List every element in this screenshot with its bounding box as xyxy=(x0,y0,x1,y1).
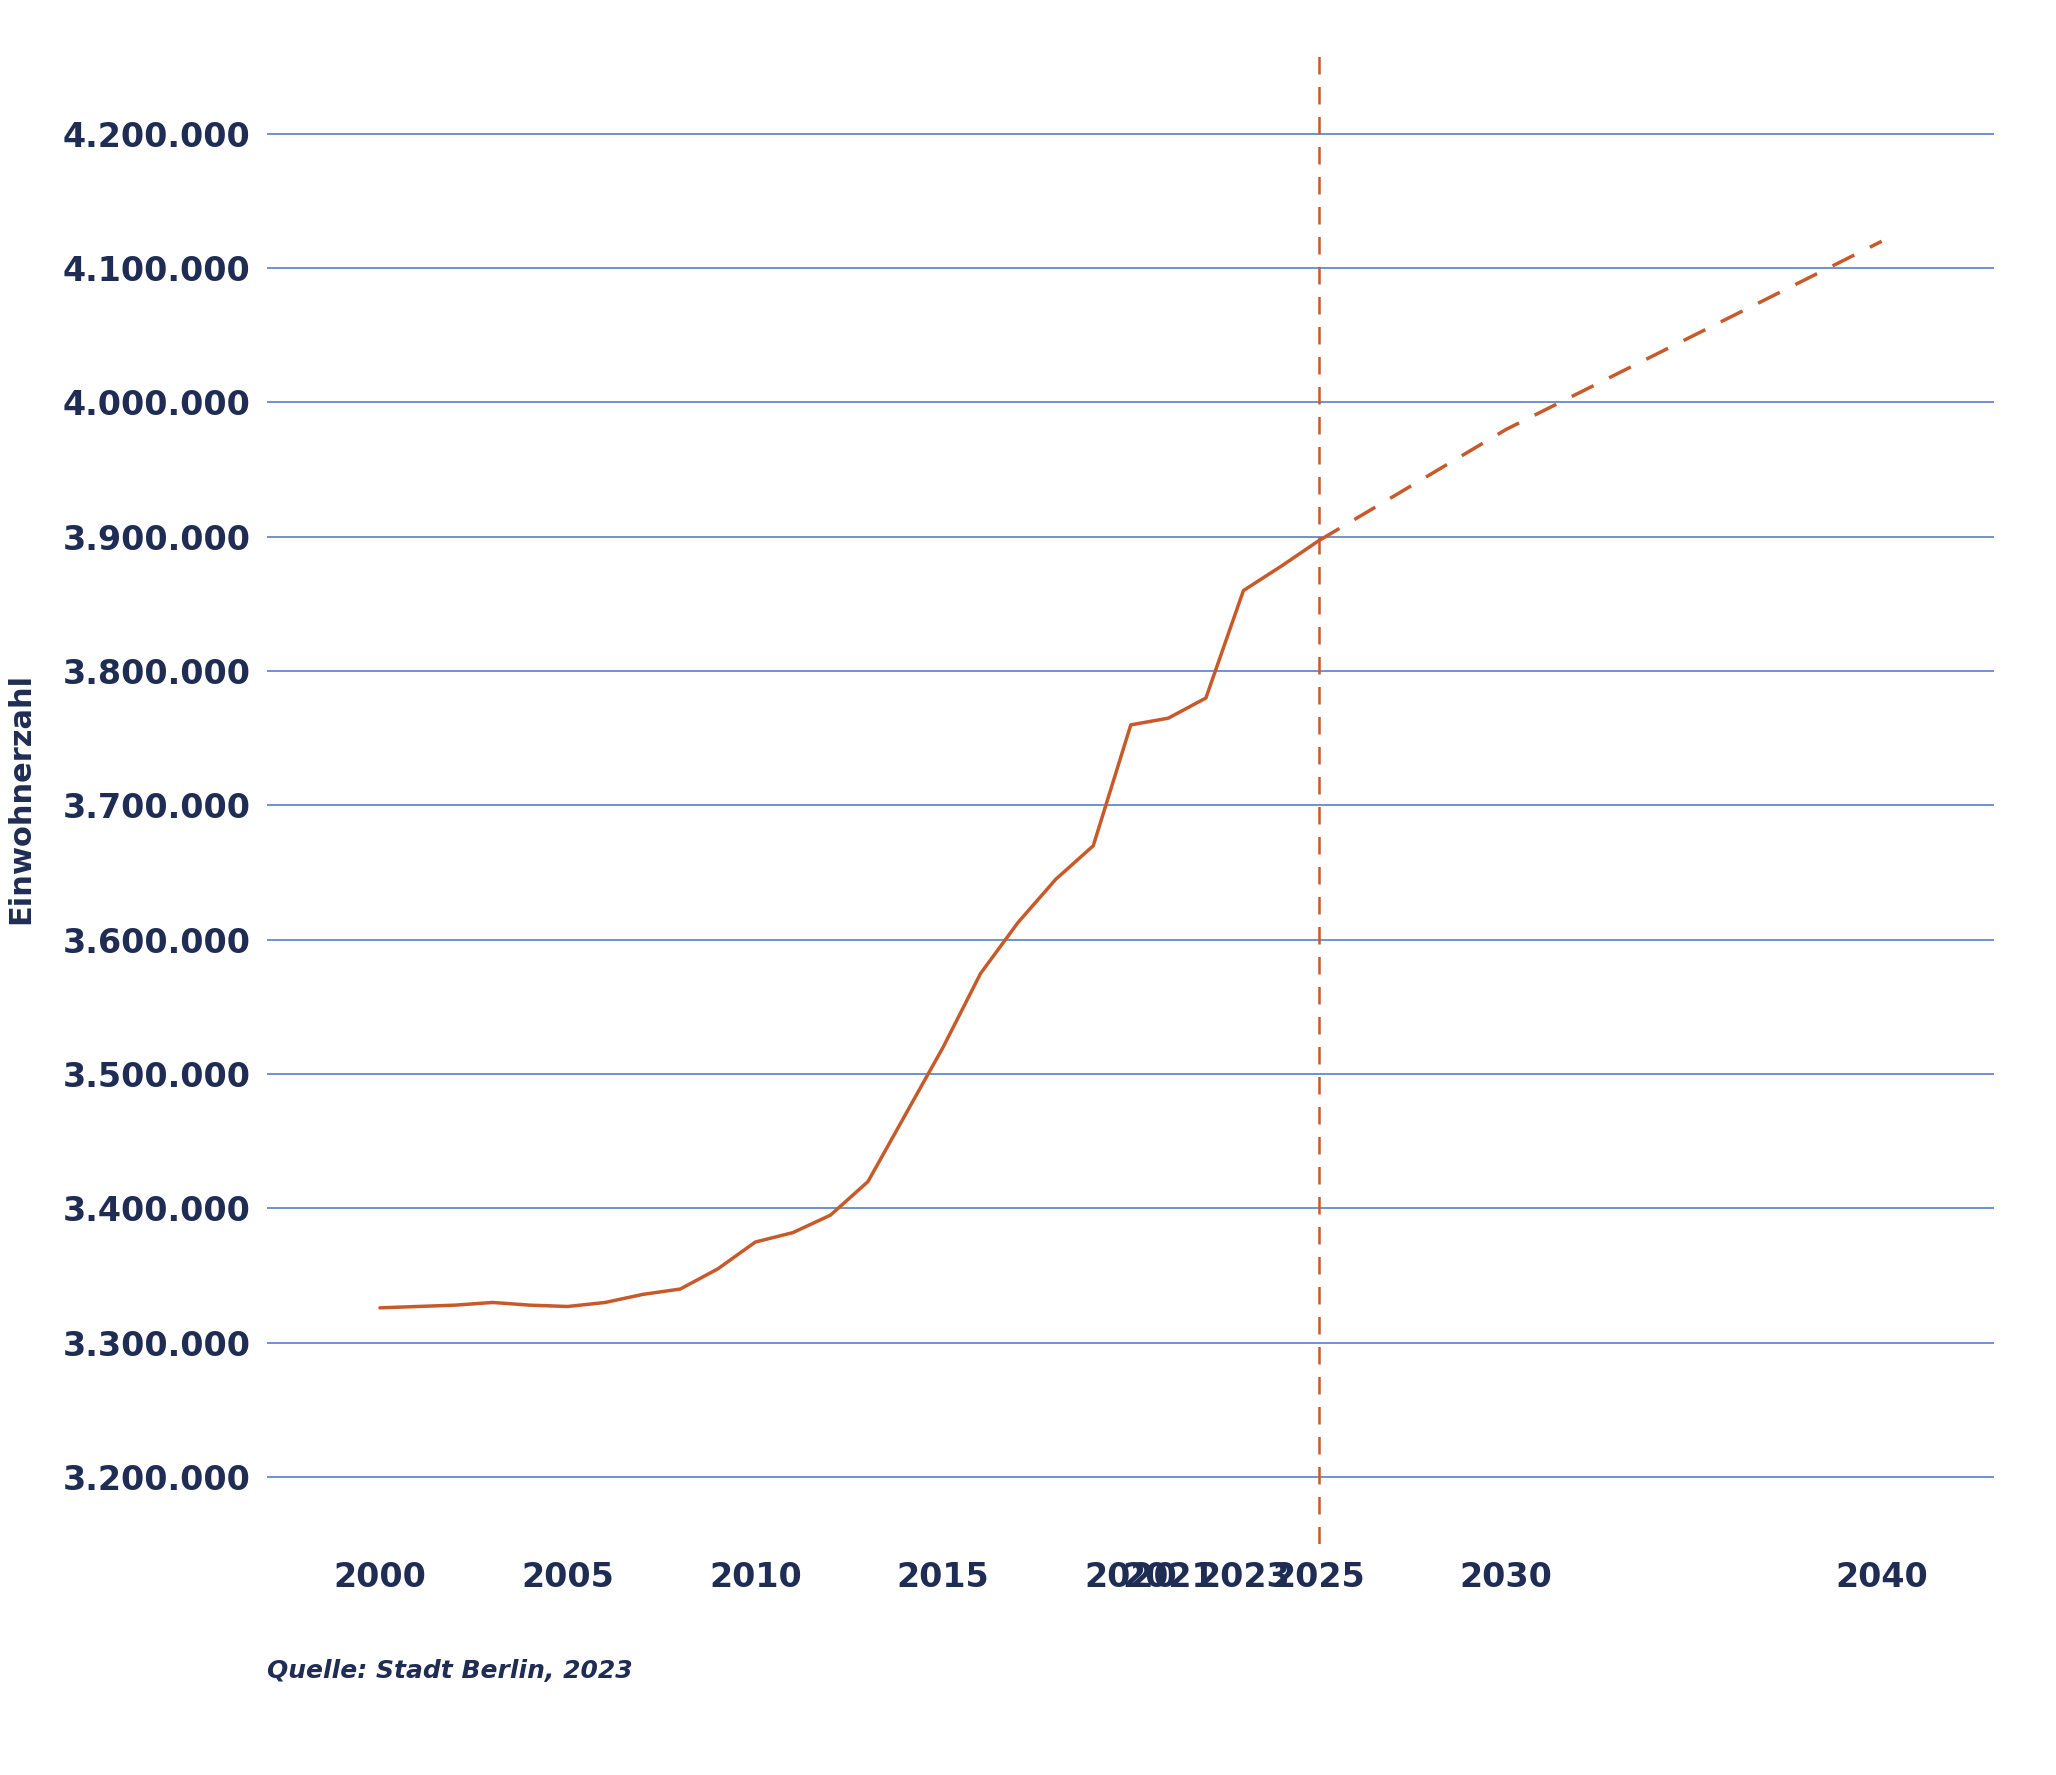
Text: Quelle: Stadt Berlin, 2023: Quelle: Stadt Berlin, 2023 xyxy=(267,1660,633,1683)
Y-axis label: Einwohnerzahl: Einwohnerzahl xyxy=(6,673,35,925)
